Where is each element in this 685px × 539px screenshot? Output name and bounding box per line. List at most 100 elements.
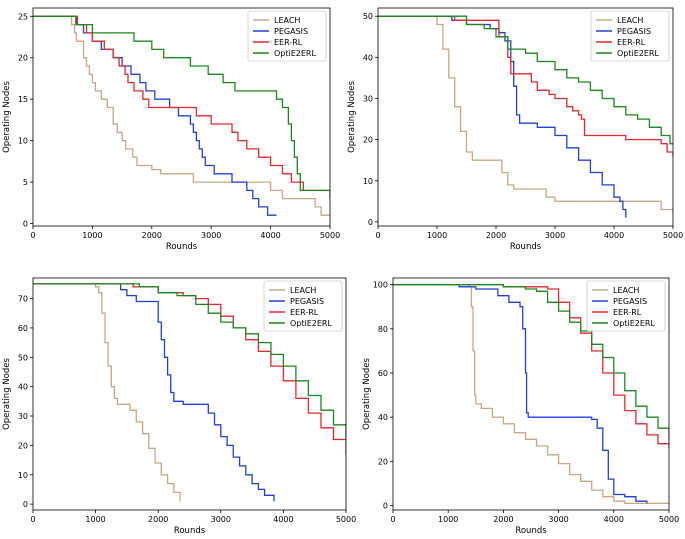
plot-frame [32, 277, 347, 511]
x-tick-label: 4000 [273, 515, 293, 524]
x-tick-label: 1000 [82, 231, 102, 240]
y-tick-label: 40 [378, 413, 388, 422]
y-axis-title: Operating Nodes [2, 81, 12, 153]
legend-label: LEACH [613, 286, 639, 295]
x-tick-label: 0 [390, 515, 395, 524]
series-group [33, 283, 346, 502]
plot-frame [32, 7, 331, 227]
series-group [33, 15, 330, 216]
x-axis-title: Rounds [515, 526, 547, 536]
legend-label: PEGASIS [613, 297, 647, 306]
x-tick-label: 3000 [211, 515, 231, 524]
x-axis-title: Rounds [174, 526, 206, 536]
x-tick-label: 4000 [260, 231, 280, 240]
series-group [393, 283, 669, 505]
legend: LEACH PEGASIS EER-RL OptiE2ERL [247, 10, 327, 62]
x-tick-label: 2000 [493, 515, 513, 524]
x-tick-label: 4000 [604, 515, 624, 524]
y-tick-label: 60 [18, 324, 28, 333]
y-tick-label: 100 [373, 281, 388, 290]
y-tick-label: 50 [18, 353, 28, 362]
y-tick-label: 60 [378, 369, 388, 378]
legend-label: OptiE2ERL [617, 49, 659, 58]
legend: LEACH PEGASIS EER-RL OptiE2ERL [263, 280, 343, 332]
chart-panel-4: 0 1000 2000 3000 4000 5000 0 20 40 60 80 100 Rounds O… [362, 277, 679, 536]
x-tick-label: 3000 [201, 231, 221, 240]
y-tick-label: 15 [18, 95, 28, 104]
x-tick-label: 2000 [142, 231, 162, 240]
y-tick-label: 0 [368, 218, 373, 227]
y-tick-label: 0 [23, 500, 28, 509]
series-line-optie2erl [33, 15, 330, 199]
series-line-pegasis [393, 283, 648, 504]
legend-label: PEGASIS [290, 297, 324, 306]
y-tick-label: 5 [23, 178, 28, 187]
legend-label: OptiE2ERL [274, 49, 316, 58]
y-tick-label: 0 [383, 502, 388, 511]
legend-label: EER-RL [617, 38, 646, 47]
x-tick-label: 1000 [427, 231, 447, 240]
chart-panel-1: 0 1000 2000 3000 4000 5000 0 5 10 15 20 25 Rounds Ope… [2, 7, 340, 252]
legend: LEACH PEGASIS EER-RL OptiE2ERL [586, 280, 666, 332]
y-axis-title: Operating Nodes [2, 358, 12, 430]
x-tick-label: 5000 [659, 515, 679, 524]
series-line-leach [393, 283, 669, 505]
legend-label: OptiE2ERL [290, 319, 332, 328]
legend-box [247, 10, 327, 62]
y-tick-label: 80 [378, 325, 388, 334]
legend-label: LEACH [274, 16, 300, 25]
y-axis-title: Operating Nodes [347, 81, 357, 153]
x-tick-label: 2000 [486, 231, 506, 240]
series-line-optie2erl [33, 283, 346, 440]
y-tick-label: 30 [363, 94, 373, 103]
y-tick-label: 20 [18, 441, 28, 450]
y-tick-label: 10 [18, 471, 28, 480]
legend: LEACH PEGASIS EER-RL OptiE2ERL [590, 10, 670, 62]
y-axis-title: Operating Nodes [362, 358, 372, 430]
legend-label: LEACH [290, 286, 316, 295]
legend-box [586, 280, 666, 332]
legend-box [263, 280, 343, 332]
x-tick-label: 0 [375, 231, 380, 240]
series-line-leach [33, 15, 330, 216]
x-tick-label: 3000 [545, 231, 565, 240]
plot-frame [392, 277, 670, 511]
x-tick-label: 5000 [663, 231, 683, 240]
legend-label: EER-RL [613, 308, 642, 317]
chart-panel-3: 0 1000 2000 3000 4000 5000 0 10 20 30 40 50 60 70 Roun… [2, 277, 356, 536]
y-tick-label: 20 [363, 136, 373, 145]
y-tick-label: 10 [18, 137, 28, 146]
y-tick-label: 50 [363, 12, 373, 21]
series-line-optie2erl [393, 283, 669, 440]
y-tick-label: 0 [23, 220, 28, 229]
legend-box [590, 10, 670, 62]
series-line-leach [33, 283, 181, 502]
y-tick-label: 25 [18, 12, 28, 21]
y-tick-label: 10 [363, 177, 373, 186]
legend-label: PEGASIS [274, 27, 308, 36]
plot-frame [377, 7, 674, 227]
x-tick-label: 4000 [604, 231, 624, 240]
x-tick-label: 1000 [438, 515, 458, 524]
legend-label: EER-RL [274, 38, 303, 47]
y-tick-label: 40 [18, 383, 28, 392]
y-tick-label: 20 [18, 54, 28, 63]
series-line-pegasis [378, 15, 627, 218]
legend-label: EER-RL [290, 308, 319, 317]
y-tick-label: 20 [378, 457, 388, 466]
x-axis-title: Rounds [166, 242, 198, 252]
legend-label: PEGASIS [617, 27, 651, 36]
series-line-pegasis [33, 283, 275, 502]
series-line-leach [378, 15, 673, 214]
y-tick-label: 40 [363, 53, 373, 62]
legend-label: OptiE2ERL [613, 319, 655, 328]
series-group [378, 15, 673, 218]
x-tick-label: 5000 [320, 231, 340, 240]
x-tick-label: 1000 [85, 515, 105, 524]
series-line-eer-rl [33, 15, 330, 192]
x-tick-label: 2000 [148, 515, 168, 524]
chart-panel-2: 0 1000 2000 3000 4000 5000 0 10 20 30 40 50 Rounds Op… [347, 7, 683, 252]
series-line-optie2erl [378, 15, 673, 145]
series-line-pegasis [33, 15, 277, 216]
